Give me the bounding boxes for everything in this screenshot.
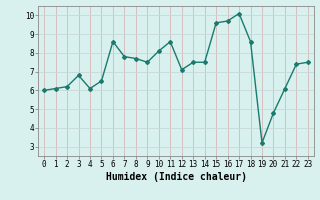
- X-axis label: Humidex (Indice chaleur): Humidex (Indice chaleur): [106, 172, 246, 182]
